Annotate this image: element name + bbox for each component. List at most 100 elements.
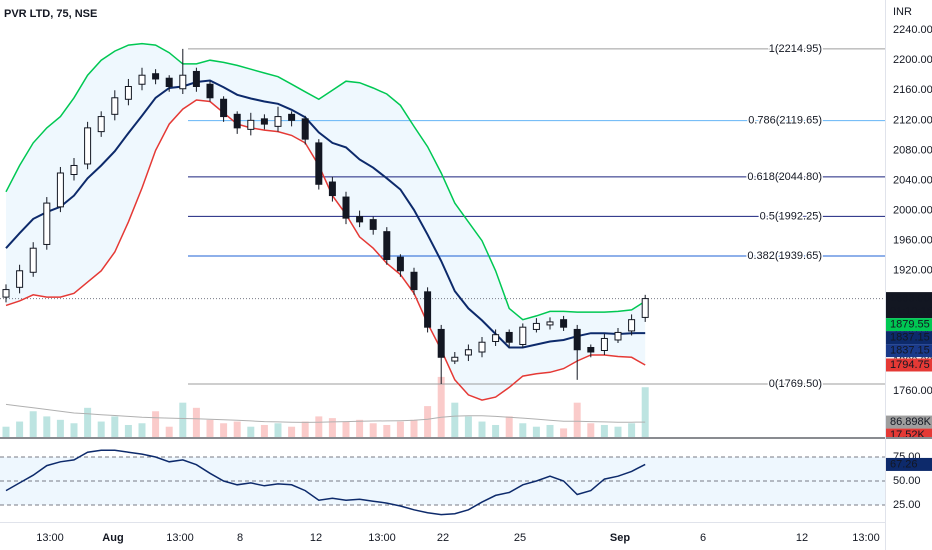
candle-body — [247, 119, 255, 130]
price-pane: 1(2214.95) 0.786(2119.65) 0.618(2044.80) 0.… — [0, 41, 932, 441]
y-tick-label: 2200.00 — [893, 54, 932, 66]
band-line — [5, 42, 646, 321]
volume-bar — [220, 423, 228, 437]
volume-badge — [886, 428, 932, 437]
volume-bar — [260, 424, 268, 437]
volume-bar — [124, 424, 132, 437]
volume-bar — [138, 423, 146, 437]
last-price-badge — [886, 292, 932, 319]
x-tick-label: 25 — [514, 532, 526, 544]
price-badge-text: 1794.75 — [890, 359, 930, 371]
x-tick-label: 12 — [310, 532, 322, 544]
x-tick-label: 13:00 — [36, 532, 64, 544]
volume-bar — [573, 402, 581, 437]
last-price-badge-text: 1883.00 — [890, 293, 930, 305]
volume-bar — [2, 426, 10, 437]
candle-body — [301, 118, 309, 140]
volume-bar — [451, 402, 459, 437]
candle-body — [206, 83, 214, 99]
candle-body — [641, 298, 649, 318]
axes: 1760.001800.001840.001880.001920.001960.… — [36, 24, 932, 544]
volume-bar — [233, 421, 241, 437]
volume-bar — [519, 423, 527, 437]
volume-bar — [152, 411, 160, 437]
fib-label: 0.786(2119.65) — [748, 115, 822, 127]
volume-bar — [288, 426, 296, 437]
volume-bar — [56, 419, 64, 437]
volume-bar — [247, 426, 255, 437]
candle-body — [16, 270, 24, 288]
rsi-badge-text: 67.26 — [890, 458, 918, 470]
candle-body — [478, 341, 486, 353]
volume-bar — [600, 424, 608, 437]
x-tick-label: 13:00 — [368, 532, 396, 544]
price-badge — [886, 358, 932, 372]
candle-body — [505, 331, 513, 343]
volume-bar — [111, 416, 119, 437]
y-tick-label: 2160.00 — [893, 84, 932, 96]
candle-body — [614, 331, 622, 341]
y-tick-label: 2040.00 — [893, 174, 932, 186]
volume-ma-line — [5, 403, 646, 423]
candle-body — [152, 73, 160, 80]
candle-body — [70, 164, 78, 175]
volume-bar — [70, 423, 78, 437]
candle-body — [546, 321, 554, 326]
candle-body — [410, 271, 418, 291]
candle-body — [437, 328, 445, 358]
candle-body — [424, 291, 432, 328]
candle-body — [342, 196, 350, 219]
volume-bar — [301, 421, 309, 437]
x-tick-label: 12 — [796, 532, 808, 544]
candle-body — [328, 181, 336, 197]
candle-body — [56, 172, 64, 208]
candle-body — [451, 356, 459, 362]
candle-body — [260, 118, 268, 125]
volume-bar — [342, 421, 350, 437]
candle-body — [315, 142, 323, 185]
x-tick-label: 8 — [237, 532, 243, 544]
volume-badge — [886, 415, 932, 429]
candle-body — [43, 202, 51, 245]
band-line — [5, 99, 646, 401]
fib-label: 0.382(1939.65) — [747, 250, 822, 262]
candle-body — [464, 349, 472, 356]
candle-body — [29, 247, 37, 273]
volume-bar — [328, 418, 336, 437]
candle-body — [111, 97, 119, 115]
volume-bar — [396, 421, 404, 437]
volume-bar — [274, 423, 282, 437]
x-tick-label: Sep — [610, 532, 630, 544]
volume-badge-text: 17.52K — [890, 429, 926, 441]
volume-bar — [410, 419, 418, 437]
candle-body — [573, 328, 581, 351]
rsi-badge — [886, 457, 932, 471]
volume-bar — [628, 423, 636, 437]
fib-label: 0(1769.50) — [769, 378, 822, 390]
candle-body — [274, 116, 282, 127]
volume-bar — [546, 424, 554, 437]
rsi-line — [5, 449, 646, 516]
volume-bar — [16, 421, 24, 437]
candle-body — [628, 319, 636, 332]
candle-body — [288, 113, 296, 121]
price-badge-text: 1879.55 — [890, 319, 930, 331]
y-tick-label: 1760.00 — [893, 385, 932, 397]
rsi-tick-label: 25.00 — [893, 499, 921, 511]
candle-body — [396, 256, 404, 272]
volume-bar — [560, 428, 568, 437]
volume-bar — [478, 421, 486, 437]
currency-label: INR — [893, 6, 912, 18]
candle-body — [84, 127, 92, 165]
volume-bar — [587, 423, 595, 437]
candle-body — [492, 334, 500, 342]
last-price-badge-text: 01:10:15 — [890, 306, 932, 318]
volume-bar — [505, 416, 513, 437]
candle-body — [383, 231, 391, 260]
price-badge-text: 1837.15 — [890, 332, 930, 344]
y-tick-label: 2080.00 — [893, 144, 932, 156]
y-tick-label: 1920.00 — [893, 265, 932, 277]
volume-bar — [97, 421, 105, 437]
candle-body — [560, 319, 568, 328]
volume-bar — [356, 419, 364, 437]
